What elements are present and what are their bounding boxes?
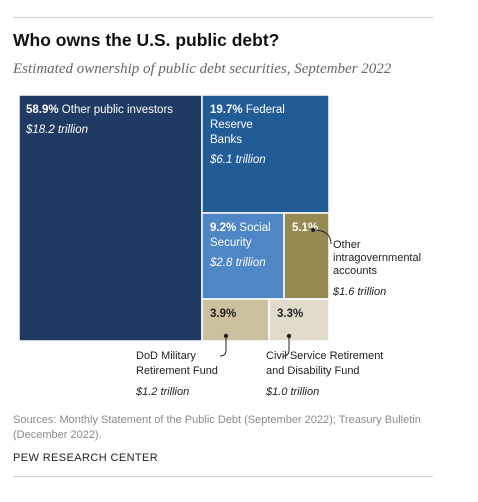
tile-other-intragovernmental (283, 212, 330, 300)
bottom-rule (13, 476, 433, 477)
percent-dod-military-retirement: 3.9% (210, 308, 236, 320)
marker-civil-service-retirement (286, 333, 292, 339)
callout-name-dod-military-retirement: Retirement Fund (136, 365, 218, 377)
tile-dod-military-retirement (201, 298, 270, 342)
label-other-public-investors: 58.9% Other public investors (26, 104, 173, 116)
callout-amount-civil-service-retirement: $1.0 trillion (265, 386, 319, 398)
callout-amount-dod-military-retirement: $1.2 trillion (135, 386, 189, 398)
callout-name-civil-service-retirement: and Disability Fund (266, 365, 360, 377)
callout-name-civil-service-retirement: Civil Service Retirement (266, 350, 383, 362)
top-rule (13, 17, 433, 18)
callout-amount-other-intragovernmental: $1.6 trillion (332, 286, 386, 298)
callout-name-other-intragovernmental: intragovernmental (333, 252, 421, 264)
callout-name-other-intragovernmental: accounts (333, 265, 378, 277)
label-federal-reserve-banks: 19.7% Federal Reserve Banks (210, 104, 285, 146)
label-social-security: 9.2% Social Security (210, 222, 271, 249)
chart-title: Who owns the U.S. public debt? (13, 30, 280, 50)
marker-dod-military-retirement (223, 333, 229, 339)
brand-label: PEW RESEARCH CENTER (13, 452, 159, 464)
chart-subtitle: Estimated ownership of public debt secur… (13, 61, 392, 77)
tile-other-public-investors (18, 94, 203, 342)
tile-civil-service-retirement (268, 298, 330, 342)
tile-social-security (201, 212, 285, 300)
leader-dod-military-retirement (219, 336, 227, 357)
marker-other-intragovernmental (310, 227, 316, 233)
callout-name-other-intragovernmental: Other (333, 239, 361, 251)
tile-federal-reserve-banks (201, 94, 330, 214)
leader-other-intragovernmental (312, 229, 332, 245)
percent-civil-service-retirement: 3.3% (277, 308, 303, 320)
amount-other-public-investors: $18.2 trillion (25, 124, 88, 136)
source-note: Sources: Monthly Statement of the Public… (13, 414, 421, 441)
leader-civil-service-retirement (282, 336, 290, 357)
percent-other-intragovernmental: 5.1% (292, 222, 318, 234)
amount-social-security: $2.8 trillion (209, 257, 266, 269)
amount-federal-reserve-banks: $6.1 trillion (209, 154, 266, 166)
callout-name-dod-military-retirement: DoD Military (136, 350, 196, 362)
